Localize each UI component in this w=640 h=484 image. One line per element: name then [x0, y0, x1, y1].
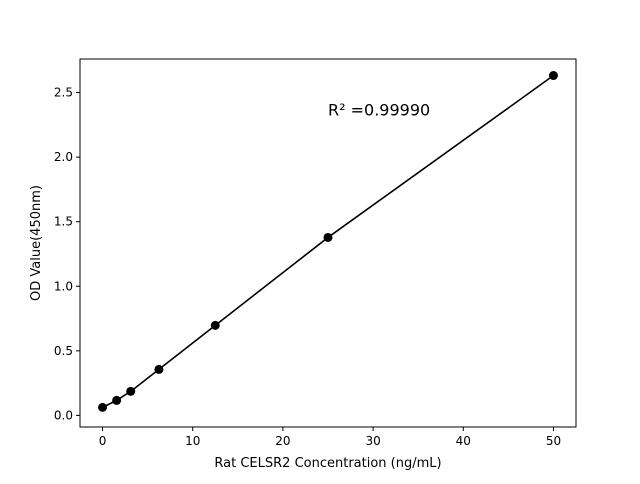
x-tick-label: 0 — [99, 434, 107, 448]
data-point — [323, 232, 333, 242]
x-tick-label: 30 — [365, 434, 380, 448]
x-tick-label: 40 — [456, 434, 471, 448]
y-axis-label: OD Value(450nm) — [29, 185, 44, 301]
x-tick-label: 10 — [185, 434, 200, 448]
data-point — [154, 364, 164, 374]
data-point — [112, 395, 122, 405]
y-tick-label: 0.5 — [54, 344, 73, 358]
data-point — [210, 320, 220, 330]
y-tick-label: 2.0 — [54, 150, 73, 164]
x-tick-label: 50 — [546, 434, 561, 448]
y-tick-label: 2.5 — [54, 86, 73, 100]
data-point — [548, 71, 558, 81]
data-point — [126, 386, 136, 396]
x-tick-label: 20 — [275, 434, 290, 448]
y-tick-label: 1.0 — [54, 279, 73, 293]
y-tick-label: 1.5 — [54, 215, 73, 229]
data-point — [98, 402, 108, 412]
y-tick-label: 0.0 — [54, 408, 73, 422]
x-axis-label: Rat CELSR2 Concentration (ng/mL) — [214, 456, 441, 471]
r-squared-annotation: R² =0.99990 — [328, 101, 430, 120]
